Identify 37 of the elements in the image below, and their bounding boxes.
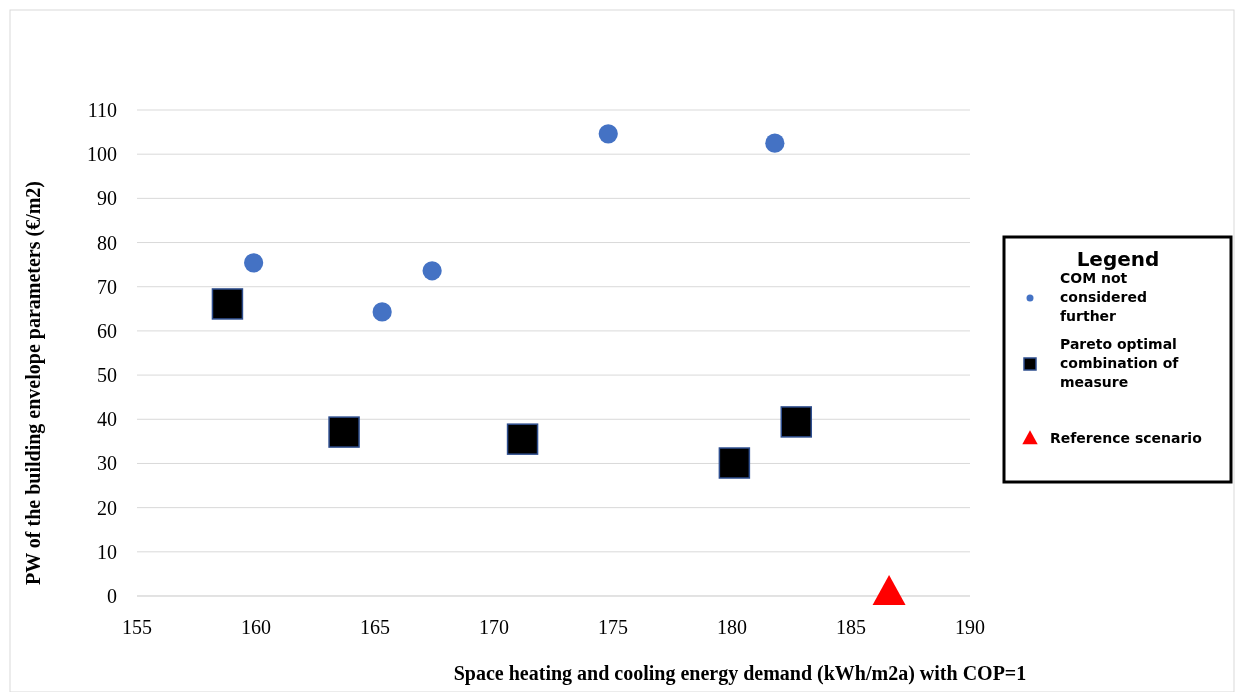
y-tick-label: 20	[97, 496, 117, 519]
point	[422, 261, 442, 281]
x-tick-label: 165	[360, 616, 390, 638]
point	[872, 575, 906, 606]
y-tick-label: 0	[107, 585, 117, 607]
y-axis-title: PW of the building envelope parameters (€/m2)	[22, 180, 45, 586]
x-axis-title: Space heating and cooling energy demand (kWh/m2a) with COP=1	[453, 662, 1027, 685]
y-tick-label: 80	[97, 231, 117, 254]
y-tick-label: 110	[87, 99, 117, 121]
y-tick-label: 50	[97, 364, 117, 387]
point	[718, 447, 751, 479]
y-tick-label: 30	[97, 452, 117, 475]
x-tick-label: 160	[241, 616, 271, 638]
legend-label: Pareto optimal combination of measure	[1060, 336, 1180, 390]
y-tick-label: 60	[97, 319, 117, 342]
point	[211, 288, 244, 320]
x-tick-label: 175	[598, 616, 628, 638]
x-tick-label: 170	[479, 616, 509, 638]
legend-title: Legend	[1076, 247, 1160, 271]
y-tick-label: 10	[97, 540, 117, 563]
point	[780, 406, 813, 438]
point	[506, 423, 539, 455]
point	[244, 253, 264, 273]
y-tick-label: 100	[87, 143, 117, 166]
y-tick-label: 70	[97, 275, 117, 298]
point	[598, 124, 618, 144]
legend-label: Reference scenario	[1050, 430, 1203, 446]
x-tick-label: 155	[122, 616, 152, 638]
point	[372, 302, 392, 322]
x-tick-label: 185	[836, 616, 866, 638]
x-tick-label: 190	[955, 616, 985, 638]
point	[328, 416, 360, 448]
y-tick-label: 90	[97, 187, 117, 210]
legend-label: COM not considered further	[1060, 270, 1147, 324]
point	[765, 133, 785, 153]
y-tick-label: 40	[97, 408, 117, 431]
x-tick-label: 180	[717, 616, 747, 638]
